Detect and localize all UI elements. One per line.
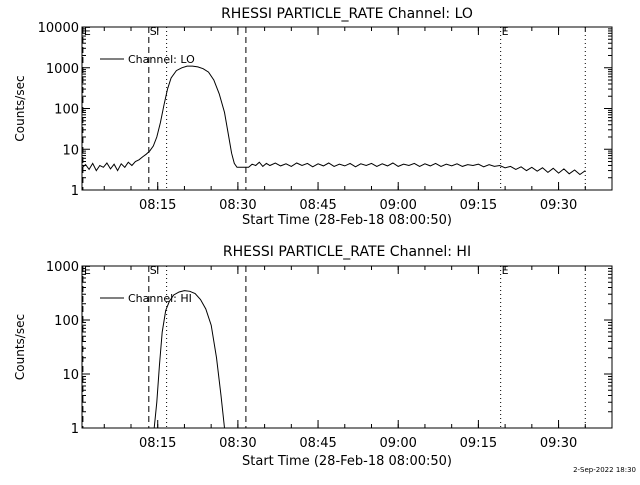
lo-x-tick-label: 09:30 xyxy=(540,198,577,213)
lo-x-tick-label: 08:30 xyxy=(219,198,256,213)
hi-y-tick-label: 1 xyxy=(71,422,79,437)
hi-series-line xyxy=(153,290,225,429)
hi-y-tick-label: 1000 xyxy=(46,260,79,275)
lo-x-tick-label: 08:15 xyxy=(139,198,176,213)
lo-marker-label: E xyxy=(502,25,509,38)
lo-x-axis-label: Start Time (28-Feb-18 08:00:50) xyxy=(242,213,452,228)
hi-x-tick-label: 09:00 xyxy=(379,436,416,451)
lo-x-tick-label: 09:15 xyxy=(460,198,497,213)
hi-y-axis-label: Counts/sec xyxy=(13,314,27,380)
lo-x-tick-label: 09:00 xyxy=(379,198,416,213)
hi-x-tick-label: 08:45 xyxy=(299,436,336,451)
hi-marker-label: S xyxy=(150,264,157,277)
hi-x-tick-label: 09:15 xyxy=(460,436,497,451)
lo-y-tick-label: 10 xyxy=(62,143,79,158)
lo-y-tick-label: 10000 xyxy=(38,21,79,36)
hi-plot-frame xyxy=(81,265,613,429)
hi-x-axis-label: Start Time (28-Feb-18 08:00:50) xyxy=(242,454,452,469)
hi-marker-label: E xyxy=(502,264,509,277)
lo-x-tick-label: 08:45 xyxy=(299,198,336,213)
lo-y-axis-label: Counts/sec xyxy=(13,75,27,141)
hi-y-tick-label: 10 xyxy=(62,368,79,383)
lo-chart-title: RHESSI PARTICLE_RATE Channel: LO xyxy=(221,6,473,22)
hi-x-tick-label: 08:15 xyxy=(139,436,176,451)
hi-chart-title: RHESSI PARTICLE_RATE Channel: HI xyxy=(223,244,471,260)
hi-marker-label: E xyxy=(84,264,91,277)
hi-legend-label: Channel: HI xyxy=(128,292,192,305)
lo-legend-label: Channel: LO xyxy=(128,53,195,66)
lo-plot-frame xyxy=(81,26,613,191)
hi-x-tick-label: 09:30 xyxy=(540,436,577,451)
lo-y-tick-label: 1000 xyxy=(46,62,79,77)
lo-y-tick-label: 100 xyxy=(54,103,79,118)
lo-y-tick-label: 1 xyxy=(71,184,79,199)
lo-marker-label: E xyxy=(84,25,91,38)
date-stamp: 2-Sep-2022 18:30 xyxy=(573,466,636,474)
lo-marker-label: S xyxy=(150,25,157,38)
hi-x-tick-label: 08:30 xyxy=(219,436,256,451)
lo-series-line xyxy=(81,65,586,176)
hi-y-tick-label: 100 xyxy=(54,314,79,329)
